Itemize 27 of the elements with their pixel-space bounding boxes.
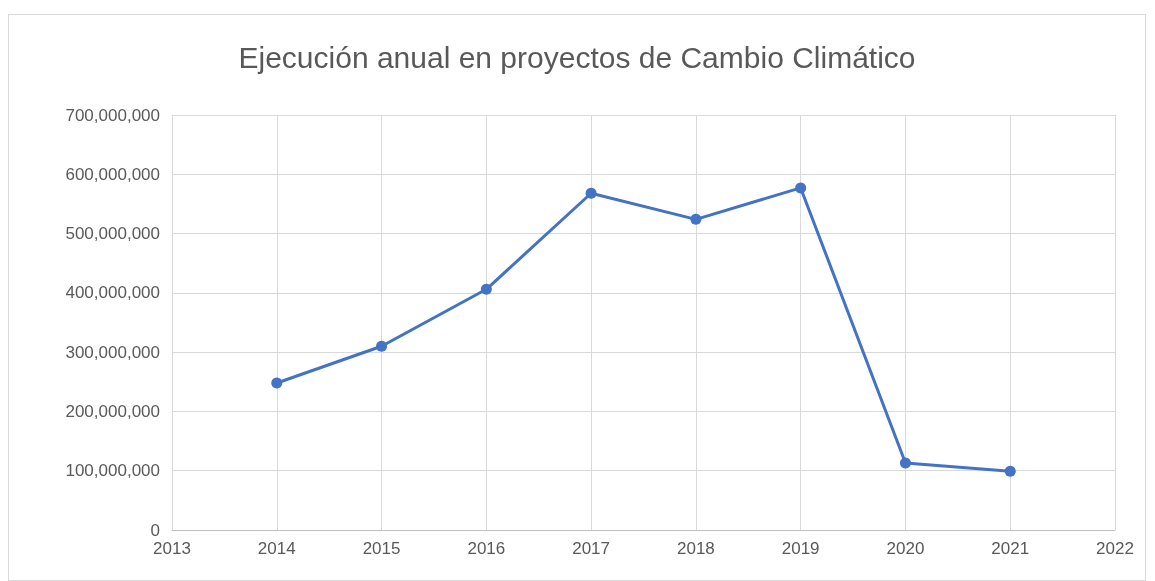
- y-tick-label: 100,000,000: [65, 461, 160, 481]
- x-tick-label: 2021: [991, 539, 1030, 558]
- y-tick-label: 300,000,000: [65, 342, 160, 362]
- point: [690, 213, 702, 225]
- x-tick-label: 2014: [257, 539, 296, 558]
- x-tick-label: 2015: [362, 539, 401, 558]
- point: [480, 283, 492, 295]
- x-tick-label: 2016: [467, 539, 506, 558]
- point: [795, 182, 807, 194]
- x-tick-label: 2017: [572, 539, 611, 558]
- y-tick-label: 700,000,000: [65, 105, 160, 125]
- x-tick-label: 2013: [153, 539, 191, 558]
- y-tick-label: 600,000,000: [65, 164, 160, 184]
- y-tick-label: 0: [150, 520, 160, 540]
- x-tick-label: 2018: [676, 539, 715, 558]
- point: [899, 457, 911, 469]
- x-tick-label: 2020: [886, 539, 925, 558]
- x-tick-label: 2022: [1096, 539, 1134, 558]
- y-tick-label: 400,000,000: [65, 283, 160, 303]
- y-tick-label: 500,000,000: [65, 224, 160, 244]
- x-tick-label: 2019: [781, 539, 820, 558]
- point: [585, 187, 597, 199]
- y-tick-label: 200,000,000: [65, 401, 160, 421]
- point: [376, 340, 388, 352]
- point: [1004, 465, 1016, 477]
- point: [271, 377, 283, 389]
- chart-title: Ejecución anual en proyectos de Cambio Climático: [238, 40, 916, 74]
